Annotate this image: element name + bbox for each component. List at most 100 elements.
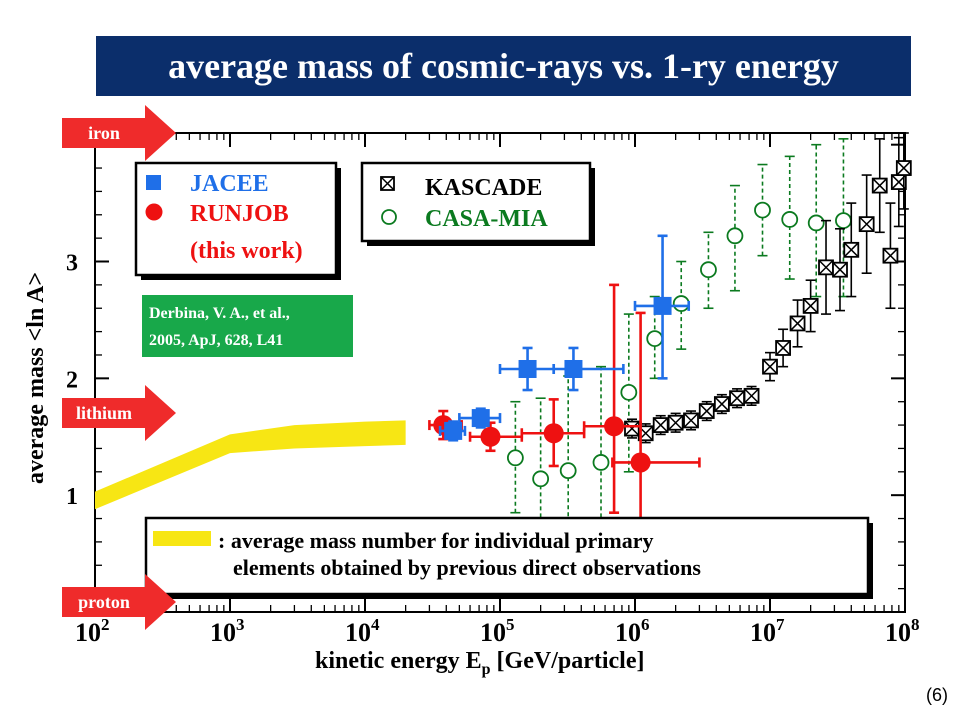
legend-band-swatch	[153, 531, 211, 546]
casa-mia-marker	[559, 462, 577, 480]
casa-mia-marker	[646, 330, 664, 348]
x-tick-label: 104	[345, 615, 380, 647]
kascade-marker-cross	[729, 390, 745, 406]
kascade-point	[775, 328, 791, 368]
y-tick-label: 2	[66, 367, 78, 393]
casa-mia-marker	[700, 261, 717, 279]
slide-page-number: (6)	[926, 685, 948, 705]
casa-mia-point	[807, 143, 825, 298]
citation-line-1: Derbina, V. A., et al.,	[149, 305, 290, 322]
kascade-marker-cross	[790, 315, 806, 331]
legend-this-work-label: (this work)	[190, 238, 303, 264]
kascade-marker-cross	[775, 340, 791, 356]
legend-kascade-label: KASCADE	[425, 175, 542, 201]
kascade-point	[818, 219, 834, 315]
kascade-marker-cross	[762, 359, 778, 375]
kascade-marker-cross	[744, 388, 760, 404]
kascade-marker-cross	[859, 216, 875, 232]
legend-runjob-label: RUNJOB	[190, 201, 289, 227]
casa-mia-point	[646, 295, 664, 380]
x-tick-label: 107	[750, 615, 785, 647]
kascade-point	[683, 410, 699, 431]
legend-band-label-line-2: elements obtained by previous direct obs…	[233, 555, 701, 580]
legend-layer: JACEE RUNJOB (this work) KASCADE CASA-MIA Der…	[134, 161, 873, 599]
kascade-point	[698, 400, 715, 422]
casa-mia-marker	[781, 211, 799, 228]
lithium-arrow	[62, 385, 176, 441]
legend-casa-mia-marker	[381, 209, 397, 225]
kascade-point	[743, 385, 760, 407]
kascade-point	[652, 414, 669, 436]
runjob-marker	[480, 426, 501, 447]
kascade-point	[789, 299, 806, 348]
kascade-marker-cross	[803, 298, 819, 314]
slide-title: average mass of cosmic-rays vs. 1-ry ene…	[96, 36, 911, 96]
y-tick-label: 3	[66, 251, 78, 277]
x-tick-label: 102	[75, 615, 110, 647]
x-tick-label: 106	[615, 615, 650, 647]
y-tick-label: 1	[66, 484, 78, 510]
kascade-point	[762, 351, 778, 382]
x-tick-label: 105	[480, 615, 515, 647]
casa-mia-point	[781, 155, 799, 280]
kascade-marker-cross	[896, 160, 912, 176]
kascade-point	[843, 202, 860, 298]
legend-bottom-box	[144, 516, 870, 596]
legend-band-label-line-1: : average mass number for individual pri…	[218, 528, 654, 553]
casa-mia-marker	[754, 201, 771, 219]
kascade-marker-cross	[668, 415, 684, 431]
kascade-point	[895, 132, 912, 210]
kascade-point	[858, 174, 875, 274]
kascade-point	[713, 393, 730, 415]
proton-arrow-label: proton	[78, 592, 130, 612]
kascade-marker-cross	[882, 248, 898, 264]
casa-mia-marker	[807, 214, 825, 232]
axis-label-layer: 102 103 104 105 106 107 108 1 2 3 kinetic energy E…	[23, 251, 920, 678]
kascade-point	[729, 388, 745, 409]
direct-observation-band	[95, 420, 406, 510]
runjob-marker	[604, 416, 625, 437]
kascade-point	[667, 412, 684, 433]
kascade-marker-cross	[653, 417, 669, 433]
x-axis-label: kinetic energy Ep [GeV/particle]	[315, 648, 644, 678]
jacee-point	[633, 234, 691, 380]
data-points-layer	[428, 132, 912, 567]
casa-mia-marker	[726, 227, 744, 245]
kascade-marker-cross	[832, 262, 848, 278]
jacee-marker	[444, 421, 463, 440]
arrow-layer: iron lithium proton	[62, 105, 176, 630]
casa-mia-point	[620, 313, 638, 473]
casa-mia-marker	[506, 449, 524, 467]
kascade-marker-cross	[872, 178, 888, 194]
kascade-point	[871, 138, 888, 234]
jacee-point	[458, 407, 502, 429]
jacee-marker	[564, 359, 583, 378]
x-tick-label: 108	[885, 615, 920, 647]
casa-mia-point	[754, 163, 771, 257]
kascade-point	[832, 228, 848, 312]
iron-arrow	[62, 105, 176, 161]
runjob-marker	[543, 423, 564, 444]
jacee-marker	[518, 359, 537, 378]
kascade-marker-cross	[624, 421, 640, 437]
casa-mia-point	[700, 231, 717, 310]
casa-mia-marker	[532, 470, 550, 488]
jacee-point	[552, 346, 625, 392]
legend-casa-mia-label: CASA-MIA	[425, 206, 548, 232]
jacee-point	[438, 420, 467, 442]
citation-box	[142, 295, 353, 357]
legend-left-box	[134, 161, 338, 277]
runjob-point	[520, 398, 586, 468]
kascade-marker-cross	[843, 242, 859, 258]
citation-line-2: 2005, ApJ, 628, L41	[149, 332, 283, 349]
kascade-point	[802, 279, 819, 333]
legend-runjob-marker	[145, 203, 163, 221]
jacee-marker	[471, 409, 490, 428]
kascade-marker-cross	[683, 412, 699, 428]
kascade-point	[637, 423, 654, 444]
jacee-point	[498, 346, 556, 392]
kascade-point	[624, 418, 640, 439]
y-axis-label: average mass <ln A>	[23, 272, 49, 484]
casa-mia-point	[532, 397, 550, 561]
casa-mia-marker	[620, 383, 638, 401]
